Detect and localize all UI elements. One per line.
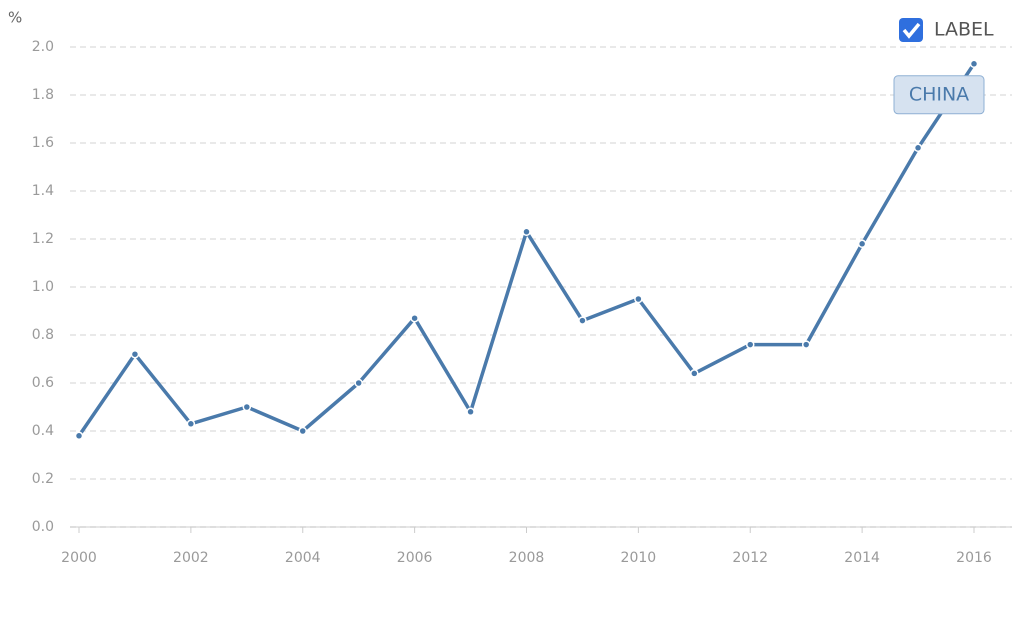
y-tick-label: 1.2 [32,231,54,247]
x-tick-label: 2008 [509,550,545,566]
y-tick-label: 2.0 [32,39,54,55]
point [298,426,307,436]
y-tick-label: 1.4 [32,183,54,199]
point [410,313,419,323]
point [354,378,363,388]
x-tick-label: 2012 [732,550,768,566]
y-axis-label: % [8,9,22,27]
series-label-text: CHINA [909,83,969,105]
series-label: CHINA [893,75,985,115]
x-tick-label: 2016 [956,550,992,566]
legend-toggle[interactable]: LABEL [899,18,994,42]
point [130,349,140,359]
point [969,59,979,69]
y-tick-label: 0.6 [32,375,54,391]
x-tick-label: 2014 [844,550,880,566]
point [801,340,811,349]
y-tick-label: 1.8 [32,87,54,103]
x-tick-label: 2000 [61,550,97,566]
x-tick-label: 2010 [621,550,657,566]
point [522,227,531,237]
y-tick-label: 0.0 [32,519,54,535]
legend-label[interactable]: LABEL [934,19,994,41]
point [242,402,252,412]
x-tick-label: 2004 [285,550,321,566]
checkmark [902,22,921,39]
point [634,294,643,304]
y-tick-label: 0.4 [32,423,54,439]
point [746,340,755,349]
line [77,62,976,437]
y-tick-label: 0.8 [32,327,54,343]
y-tick-label: 1.6 [32,135,54,151]
series-label-box [893,75,985,115]
point [913,143,923,153]
checkbox[interactable] [899,18,923,42]
point [74,431,84,441]
point [690,369,699,378]
point [578,316,587,325]
point [466,407,475,417]
x-tick-label: 2002 [173,550,209,566]
x-tick-label: 2006 [397,550,433,566]
y-tick-label: 1.0 [32,279,54,295]
y-tick-label: 0.2 [32,471,54,487]
point [857,239,867,249]
point [186,419,196,429]
